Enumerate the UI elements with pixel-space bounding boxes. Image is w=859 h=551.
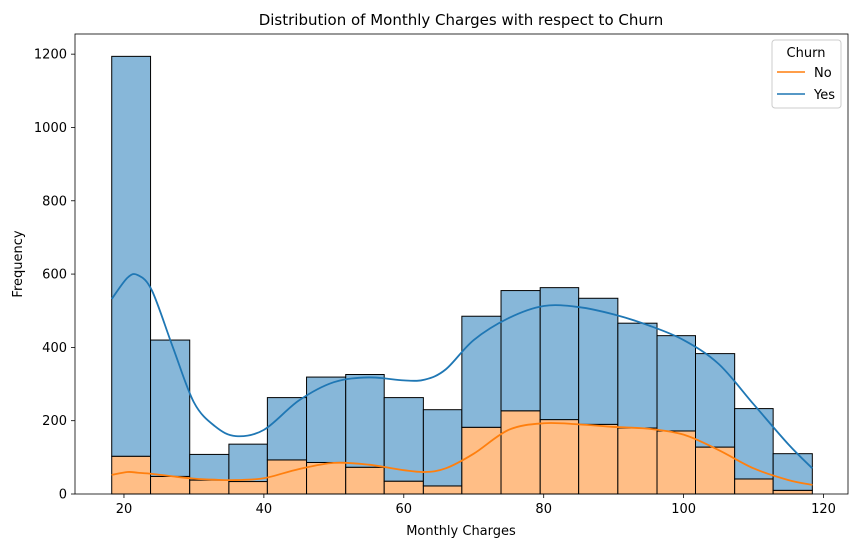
bar-yes-4 (266, 397, 308, 461)
bar-no-13 (617, 427, 658, 495)
chart-title: Distribution of Monthly Charges with res… (259, 11, 664, 29)
bar-no-7 (383, 480, 424, 495)
legend-label-no: No (814, 66, 832, 81)
bar-yes-1 (150, 339, 191, 477)
x-tick-label: 120 (811, 502, 836, 517)
x-tick-label: 60 (396, 502, 413, 517)
y-tick-label: 0 (59, 488, 67, 503)
bar-yes-0 (111, 55, 152, 457)
bar-yes-15 (694, 353, 736, 448)
bar-no-3 (228, 481, 268, 495)
bar-yes-14 (656, 335, 696, 432)
bar-yes-8 (422, 409, 463, 487)
bar-yes-5 (306, 376, 347, 463)
bar-no-8 (422, 485, 463, 495)
plot-frame (74, 33, 849, 495)
bar-yes-17 (772, 453, 813, 491)
x-tick-label: 80 (535, 502, 552, 517)
bar-no-6 (345, 466, 385, 495)
bar-no-0 (111, 455, 152, 495)
x-tick-label: 20 (116, 502, 133, 517)
bar-no-2 (189, 479, 230, 495)
bar-no-17 (772, 489, 813, 495)
bar-no-4 (266, 459, 308, 495)
legend: Churn No Yes (771, 39, 842, 109)
bar-yes-9 (461, 315, 502, 428)
kde-line-yes (110, 273, 813, 469)
bar-yes-2 (189, 453, 230, 481)
bar-yes-10 (500, 290, 541, 412)
bar-no-1 (150, 475, 191, 495)
x-tick-label: 100 (671, 502, 696, 517)
bar-yes-6 (345, 374, 385, 468)
bar-no-16 (734, 478, 774, 495)
x-axis-label: Monthly Charges (406, 524, 516, 539)
y-tick-label: 1000 (34, 121, 67, 136)
x-tick-label: 40 (256, 502, 273, 517)
legend-label-yes: Yes (813, 88, 835, 103)
bar-yes-3 (228, 443, 268, 483)
y-tick-label: 200 (42, 414, 67, 429)
y-tick-label: 800 (42, 194, 67, 209)
bar-no-15 (694, 446, 736, 495)
legend-title: Churn (787, 46, 826, 61)
bar-yes-12 (578, 297, 619, 425)
bar-no-12 (578, 423, 619, 495)
bar-no-11 (539, 419, 580, 495)
bar-yes-13 (617, 322, 658, 429)
bar-yes-11 (539, 287, 580, 421)
y-axis-label: Frequency (11, 230, 26, 297)
bar-no-14 (656, 430, 696, 495)
y-tick-label: 1200 (34, 48, 67, 63)
kde-line-no (111, 422, 813, 486)
y-tick-label: 400 (42, 341, 67, 356)
y-tick-label: 600 (42, 268, 67, 283)
bar-no-5 (306, 461, 347, 495)
legend-box (771, 39, 842, 109)
